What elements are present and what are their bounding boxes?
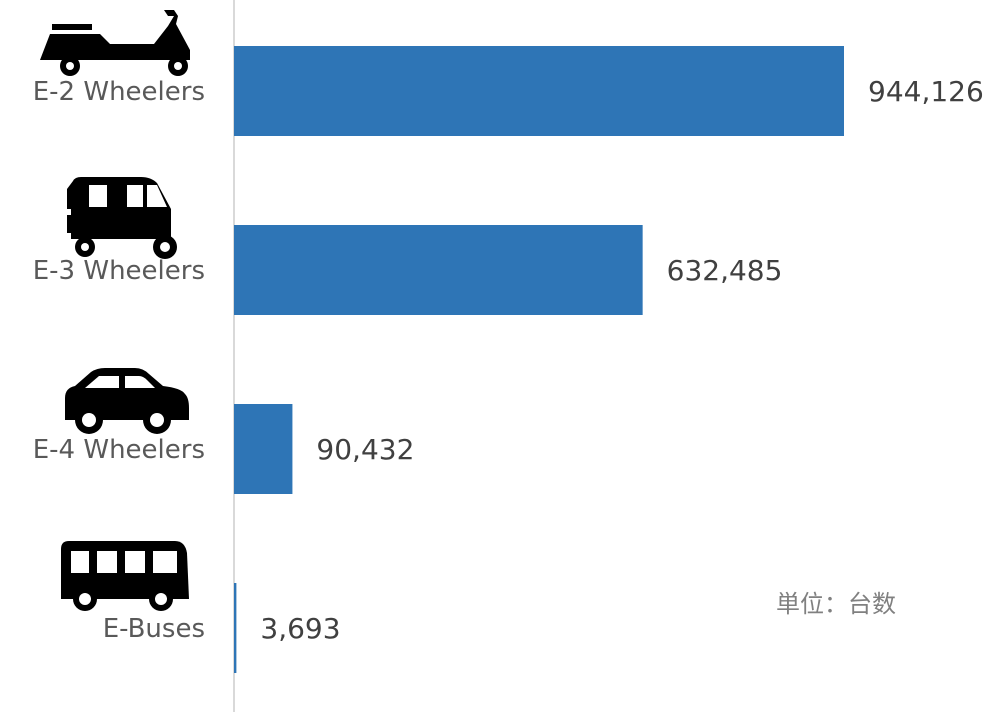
- value-label: 3,693: [260, 612, 340, 645]
- category-label: E-4 Wheelers: [33, 435, 205, 465]
- bus-icon: [61, 541, 189, 611]
- auto-rickshaw-icon: [67, 177, 177, 259]
- bar-e-2-wheelers: [234, 46, 844, 136]
- value-label: 944,126: [868, 75, 984, 108]
- unit-note: 単位：台数: [776, 590, 896, 618]
- category-label: E-3 Wheelers: [33, 256, 205, 286]
- car-icon: [65, 368, 189, 434]
- scooter-icon: [40, 10, 190, 76]
- bar-e-3-wheelers: [234, 225, 643, 315]
- value-label: 632,485: [667, 254, 783, 287]
- category-label: E-2 Wheelers: [33, 77, 205, 107]
- bar-e-4-wheelers: [234, 404, 293, 494]
- category-label: E-Buses: [103, 614, 205, 644]
- value-label: 90,432: [316, 433, 414, 466]
- bar-e-buses: [234, 583, 237, 673]
